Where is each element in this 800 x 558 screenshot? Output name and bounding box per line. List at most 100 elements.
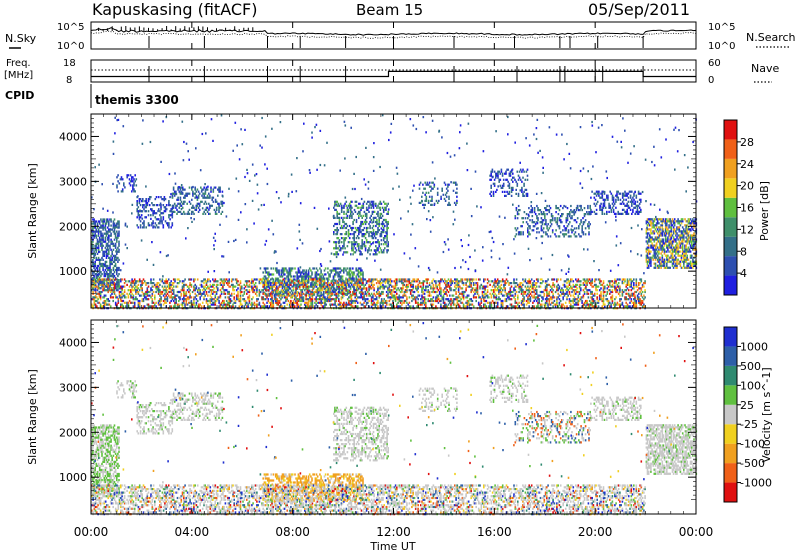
range-cell (364, 227, 366, 229)
range-cell (546, 225, 548, 227)
range-cell (358, 243, 360, 245)
range-cell (189, 293, 191, 295)
range-cell (360, 209, 362, 211)
range-cell (605, 199, 607, 201)
range-cell (116, 259, 118, 261)
range-cell (517, 227, 519, 229)
range-cell (651, 257, 653, 259)
range-cell (682, 267, 684, 269)
range-cell (133, 184, 135, 186)
range-cell (437, 194, 439, 196)
range-cell (689, 249, 691, 251)
range-cell (617, 191, 619, 193)
range-cell (191, 189, 193, 191)
range-cell (456, 184, 458, 186)
range-cell (671, 232, 673, 234)
range-cell (200, 187, 202, 189)
range-cell (647, 263, 649, 265)
range-cell (456, 202, 458, 204)
range-cell (558, 213, 560, 215)
range-cell (657, 232, 659, 234)
range-cell (163, 212, 165, 214)
range-cell (219, 189, 221, 191)
range-cell (352, 267, 354, 269)
range-cell (446, 188, 448, 190)
range-cell (180, 211, 182, 213)
range-cell (237, 280, 239, 282)
range-cell (518, 205, 520, 207)
range-cell (673, 267, 675, 269)
range-cell (309, 267, 311, 269)
range-cell (368, 207, 370, 209)
range-cell (669, 218, 671, 220)
nave-label: Nave (751, 62, 779, 75)
range-cell (174, 203, 176, 205)
range-cell (523, 185, 525, 187)
range-cell (373, 221, 375, 223)
range-cell (291, 275, 293, 277)
range-cell (569, 215, 571, 217)
range-cell (156, 196, 158, 198)
range-cell (320, 292, 322, 294)
range-cell (650, 224, 652, 226)
range-cell (256, 286, 258, 288)
range-cell (100, 275, 102, 277)
range-cell (681, 257, 683, 259)
range-cell (552, 219, 554, 221)
range-cell (341, 233, 343, 235)
range-cell (517, 183, 519, 185)
range-cell (342, 237, 344, 239)
range-cell (153, 291, 155, 293)
range-cell (447, 186, 449, 188)
range-cell (432, 188, 434, 190)
range-cell (367, 251, 369, 253)
range-cell (213, 201, 215, 203)
range-cell (658, 236, 660, 238)
range-cell (296, 273, 298, 275)
range-cell (116, 241, 118, 243)
range-cell (343, 225, 345, 227)
range-cell (598, 193, 600, 195)
range-cell (512, 187, 514, 189)
range-cell (96, 257, 98, 259)
range-cell (346, 223, 348, 225)
range-cell (343, 207, 345, 209)
range-cell (667, 228, 669, 230)
range-cell (268, 271, 270, 273)
range-cell (615, 207, 617, 209)
range-cell (448, 184, 450, 186)
range-cell (181, 293, 183, 295)
nave-tick-bottom: 0 (708, 75, 714, 86)
range-cell (536, 215, 538, 217)
range-cell (183, 211, 185, 213)
range-cell (628, 213, 630, 215)
range-cell (383, 243, 385, 245)
range-cell (590, 197, 592, 199)
range-cell (100, 271, 102, 273)
range-cell (279, 280, 281, 282)
range-cell (537, 219, 539, 221)
range-cell (581, 227, 583, 229)
range-cell (387, 241, 389, 243)
range-cell (136, 208, 138, 210)
range-cell (522, 233, 524, 235)
range-cell (691, 242, 693, 244)
range-cell (497, 177, 499, 179)
range-cell (622, 197, 624, 199)
range-cell (369, 227, 371, 229)
range-cell (104, 253, 106, 255)
range-cell (598, 195, 600, 197)
range-cell (659, 230, 661, 232)
range-cell (114, 261, 116, 263)
range-cell (685, 245, 687, 247)
range-cell (143, 226, 145, 228)
range-cell (115, 243, 117, 245)
range-cell (361, 221, 363, 223)
range-cell (118, 251, 120, 253)
range-cell (662, 224, 664, 226)
range-cell (141, 214, 143, 216)
range-cell (117, 247, 119, 249)
range-cell (684, 255, 686, 257)
range-cell (521, 191, 523, 193)
range-cell (350, 267, 352, 269)
